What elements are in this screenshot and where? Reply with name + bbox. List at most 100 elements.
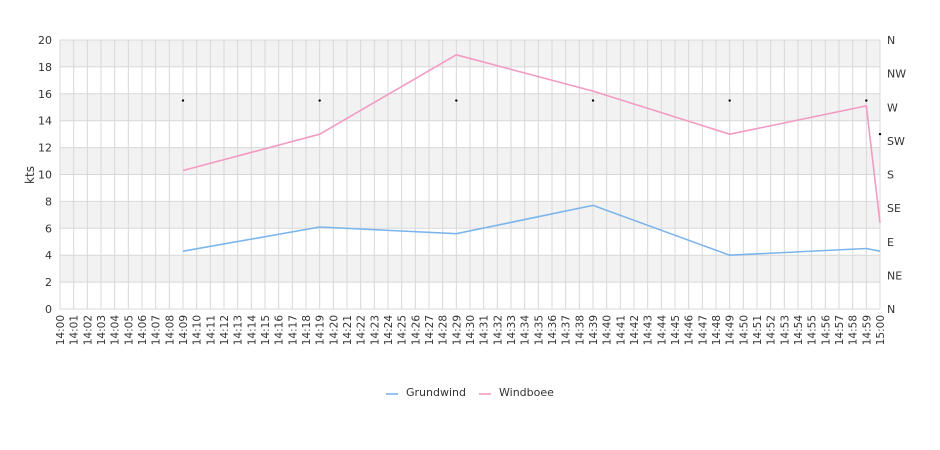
y-tick-label: 12 [38,142,52,155]
x-tick-label: 14:15 [260,315,272,345]
x-tick-label: 14:31 [479,315,491,345]
x-tick-label: 14:47 [697,315,709,345]
x-tick-label: 14:30 [465,315,477,345]
direction-marker [181,99,185,102]
x-tick-label: 14:46 [684,315,696,346]
y-tick-label: 6 [45,222,52,235]
x-tick-label: 14:09 [178,315,190,345]
x-tick-label: 14:32 [492,315,504,345]
y-tick-label: 4 [45,249,52,262]
legend-label: Grundwind [406,386,466,399]
x-tick-label: 14:45 [670,315,682,345]
x-axis-ticks: 14:00 14:01 14:02 14:03 14:04 14:05 14:06 14:07… [55,315,887,346]
series-line [182,53,881,223]
x-tick-label: 14:43 [643,315,655,345]
x-tick-label: 14:39 [588,315,600,345]
direction-tick-label: NW [887,68,906,81]
x-tick-label: 14:57 [834,315,846,345]
x-tick-label: 14:23 [369,315,381,345]
x-tick-label: 14:53 [779,315,791,345]
x-tick-label: 14:33 [506,315,518,345]
x-tick-label: 14:51 [752,315,764,345]
direction-axis-ticks: N NE E SE S SW W NW N [887,34,906,316]
horizontal-gridlines [60,39,880,310]
x-tick-label: 14:56 [820,315,832,346]
x-tick-label: 14:54 [793,315,805,346]
x-tick-label: 14:40 [602,315,614,345]
x-tick-label: 14:42 [629,315,641,345]
x-tick-label: 14:50 [738,315,750,345]
x-tick-label: 14:06 [137,315,149,346]
x-tick-label: 14:52 [766,315,778,345]
x-tick-label: 14:26 [410,315,422,346]
y-tick-label: 20 [38,34,52,47]
direction-tick-label: N [887,303,895,316]
direction-marker [318,99,321,102]
x-tick-label: 14:18 [301,315,313,345]
x-tick-label: 14:00 [55,315,67,345]
direction-marker [591,99,595,102]
direction-marker [878,132,882,136]
x-tick-label: 14:02 [82,315,94,345]
x-tick-label: 14:13 [233,315,245,345]
x-tick-label: 14:35 [533,315,545,345]
x-tick-label: 14:27 [424,315,436,345]
y-axis-label: kts [23,166,37,184]
x-tick-label: 14:36 [547,315,559,346]
x-tick-label: 14:34 [520,315,532,346]
legend: Grundwind Windboee [386,386,554,399]
direction-tick-label: NE [887,269,902,282]
series-line [182,204,881,256]
direction-marker [865,99,868,102]
x-tick-label: 14:49 [725,315,737,345]
direction-marker [455,99,458,102]
x-tick-label: 14:10 [192,315,204,345]
series-lines [182,53,881,256]
y-tick-label: 2 [45,276,52,289]
x-tick-label: 14:59 [861,315,873,345]
x-tick-label: 14:07 [151,315,163,345]
x-tick-label: 14:12 [219,315,231,345]
x-tick-label: 14:55 [807,315,819,345]
legend-label: Windboee [499,386,554,399]
x-tick-label: 14:25 [397,315,409,345]
x-tick-label: 14:41 [615,315,627,345]
direction-marker [728,99,731,102]
direction-tick-label: SW [887,135,905,148]
x-tick-label: 14:20 [328,315,340,345]
y-tick-label: 18 [38,61,52,74]
x-tick-label: 14:22 [356,315,368,345]
y-tick-label: 0 [45,303,52,316]
direction-tick-label: W [887,101,898,114]
x-tick-label: 14:44 [656,315,668,346]
direction-markers [181,99,882,136]
y-tick-label: 8 [45,195,52,208]
x-tick-label: 14:37 [561,315,573,345]
x-tick-label: 15:00 [875,315,887,345]
x-tick-label: 14:58 [848,315,860,345]
x-tick-label: 14:04 [110,315,122,346]
x-tick-label: 14:16 [274,315,286,346]
y-tick-label: 14 [38,115,52,128]
x-tick-label: 14:11 [205,315,217,345]
x-tick-label: 14:38 [574,315,586,345]
x-tick-label: 14:14 [246,315,258,346]
y-tick-label: 16 [38,88,52,101]
x-tick-label: 14:03 [96,315,108,345]
x-tick-label: 14:08 [164,315,176,345]
x-tick-label: 14:17 [287,315,299,345]
direction-tick-label: SE [887,202,901,215]
x-tick-label: 14:24 [383,315,395,346]
y-tick-label: 10 [38,169,52,182]
direction-tick-label: S [887,169,894,182]
x-tick-label: 14:21 [342,315,354,345]
x-tick-label: 14:01 [69,315,81,345]
y-axis-ticks: 0 2 4 6 8 10 12 14 16 18 20 [38,34,52,316]
x-tick-label: 14:19 [315,315,327,345]
direction-tick-label: E [887,236,894,249]
x-tick-label: 14:28 [438,315,450,345]
x-tick-label: 14:05 [123,315,135,345]
direction-tick-label: N [887,34,895,47]
x-tick-label: 14:29 [451,315,463,345]
